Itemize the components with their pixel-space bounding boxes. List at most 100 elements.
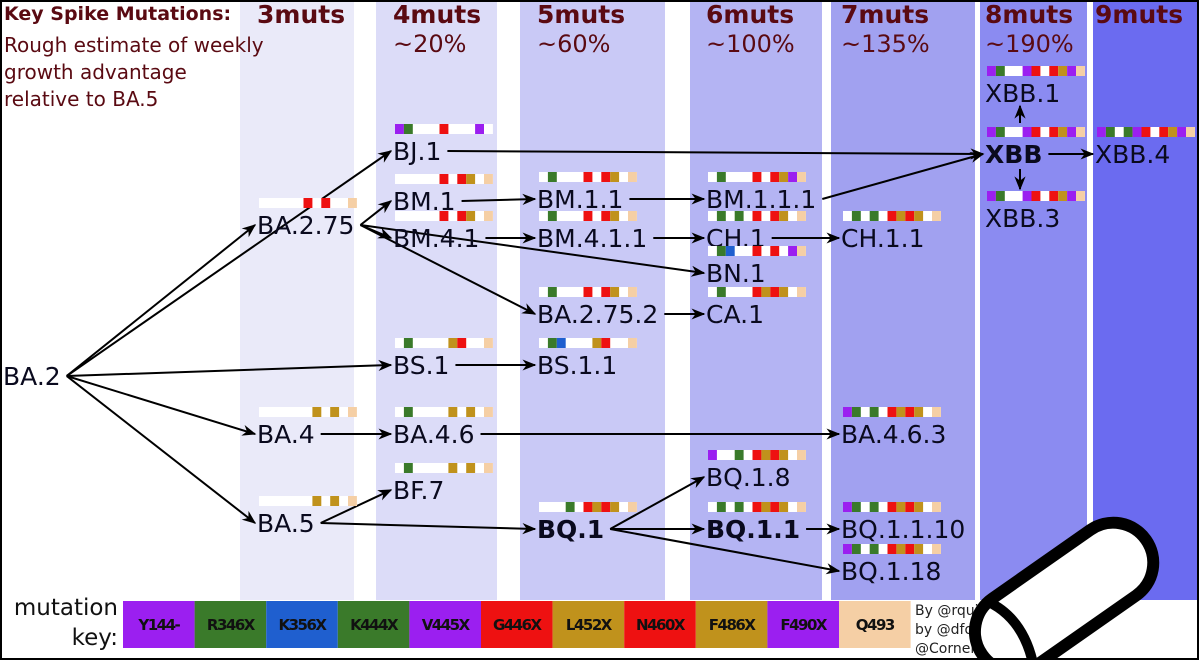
mutation-mark [1049,191,1059,201]
variant-label: BA.5 [257,509,315,538]
arrow-BA.2-to-BA.2.75 [66,224,257,377]
variant-label: CA.1 [706,300,764,329]
mutation-mark [1067,127,1076,137]
arrow-BM.1.1.1-to-XBB [822,152,985,200]
mutation-mark [752,450,762,460]
mutation-key-title-1: mutation [14,595,118,621]
diagram-title: Key Spike Mutations: [4,3,231,25]
mutation-mark [547,287,557,297]
mutation-mark [797,450,806,460]
variant-label: BA.2 [3,362,61,391]
mutation-mark [987,127,996,137]
key-label: G446X [493,616,543,634]
mutation-mark [628,502,637,512]
variant-label: BS.1 [393,351,449,380]
mutation-mark [725,246,735,256]
column-band-4muts [376,0,497,600]
mutation-mark [770,246,780,256]
variant-label: XBB [985,140,1042,169]
key-label: R346X [207,616,256,634]
mutation-mark [708,450,717,460]
mutation-mark [1186,127,1195,137]
key-swatch [194,601,267,648]
mutation-mark [752,172,762,182]
mutation-mark [583,502,593,512]
mutation-mark [484,338,493,348]
mutation-mark [1022,191,1032,201]
mutation-mark [932,502,941,512]
mutation-mark [1067,191,1076,201]
mutation-mark [752,287,762,297]
variant-BQ-1: BQ.1 [537,502,637,544]
mutation-mark [779,450,789,460]
mutation-mark [987,66,996,76]
mutation-mark [869,407,879,417]
variant-label: BM.1.1 [537,185,623,214]
column-headers: 3muts 4muts~20%5muts~60%6muts~100%7muts~1… [257,0,1183,58]
column-header: 9muts [1095,0,1183,29]
mutation-mark [1076,127,1085,137]
mutation-bar [539,338,637,348]
mutation-mark [770,172,780,182]
mutation-mark [403,124,413,134]
variant-label: BA.4.6 [393,420,475,449]
column-band-7muts [831,0,975,600]
variant-label: BQ.1.18 [841,557,941,586]
key-label: F486X [709,616,757,634]
mutation-mark [851,544,861,554]
mutation-mark [752,211,762,221]
variant-label: BA.4 [257,420,315,449]
mutation-mark [1031,127,1041,137]
mutation-mark [887,407,897,417]
variant-XBB: XBB [985,127,1085,169]
mutation-bar [395,338,493,348]
mutation-mark [851,211,861,221]
mutation-mark [752,502,762,512]
mutation-mark [395,124,404,134]
mutation-mark [1022,127,1032,137]
subtitle-line-1: Rough estimate of weekly [4,33,264,57]
mutation-mark [592,338,602,348]
mutation-mark [312,496,322,506]
key-label: V445X [422,616,471,634]
mutation-mark [610,211,620,221]
column-advantage: ~60% [537,30,610,58]
mutation-mark [770,287,780,297]
mutation-mark [851,502,861,512]
variant-CH-1-1: CH.1.1 [841,211,941,253]
variant-BA-4: BA.4 [257,407,357,449]
key-swatch [839,601,911,648]
mutation-mark [770,211,780,221]
mutation-mark [1049,66,1059,76]
mutation-mark [1022,66,1032,76]
mutation-mark [475,124,484,134]
mutation-mark [779,211,789,221]
mutation-mark [1076,191,1085,201]
mutation-mark [1097,127,1106,137]
column-band-8muts [980,0,1087,600]
hand-cursor-icon [968,516,1160,660]
column-header: 7muts [841,0,929,29]
mutation-mark [439,174,449,184]
mutation-mark [770,502,780,512]
arrow-BA.2-to-BA.5 [66,375,257,524]
mutation-mark [896,544,906,554]
mutation-mark [716,246,726,256]
mutation-mark [466,211,476,221]
mutation-mark [779,502,789,512]
key-label: K444X [350,616,399,634]
mutation-mark [1105,127,1115,137]
key-swatch [624,601,696,648]
variant-label: BQ.1 [537,515,604,544]
variant-BQ-1-8: BQ.1.8 [706,450,806,492]
mutation-mark [1076,66,1085,76]
variant-BM-4-1-1: BM.4.1.1 [537,211,647,253]
column-header: 3muts [257,0,345,29]
column-band-5muts [520,0,665,600]
mutation-bar [259,407,357,417]
key-swatch [695,601,768,648]
mutation-mark [905,211,915,221]
mutation-mark [628,172,637,182]
mutation-mark [628,287,637,297]
